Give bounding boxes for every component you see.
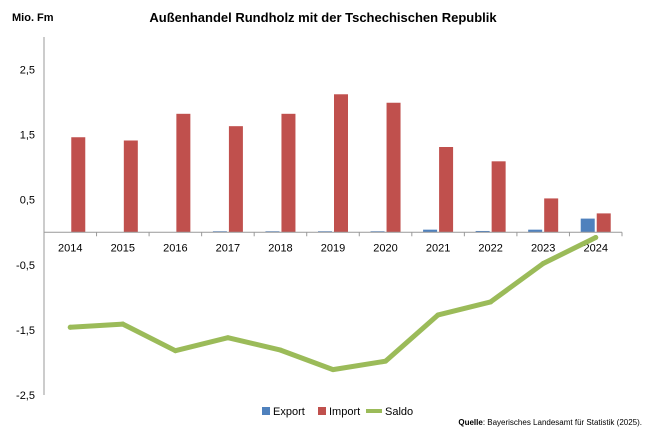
x-tick-label: 2016 bbox=[163, 242, 187, 254]
saldo-point-2023 bbox=[540, 261, 546, 267]
x-tick-label: 2023 bbox=[531, 242, 555, 254]
y-tick-label: -0,5 bbox=[16, 260, 35, 272]
saldo-point-2020 bbox=[383, 358, 389, 364]
legend-swatch-import bbox=[318, 407, 326, 415]
saldo-point-2016 bbox=[172, 348, 178, 354]
y-unit-label: Mio. Fm bbox=[12, 12, 54, 24]
x-tick-label: 2019 bbox=[321, 242, 345, 254]
y-tick-labels: 2,5 1,5 0,5 -0,5 -1,5 -2,5 bbox=[16, 65, 35, 402]
source-note: Quelle: Bayerisches Landesamt für Statis… bbox=[458, 418, 642, 427]
x-tick-label: 2022 bbox=[478, 242, 502, 254]
bar-import-2022 bbox=[491, 161, 506, 233]
source-text: : Bayerisches Landesamt für Statistik (2… bbox=[483, 418, 642, 427]
saldo-series bbox=[67, 234, 599, 373]
saldo-point-2015 bbox=[120, 321, 126, 327]
bar-import-2017 bbox=[228, 126, 243, 233]
saldo-point-2014 bbox=[67, 324, 73, 330]
bars bbox=[71, 94, 611, 233]
bar-import-2020 bbox=[386, 102, 401, 233]
saldo-point-2019 bbox=[330, 367, 336, 373]
bar-import-2019 bbox=[334, 94, 348, 233]
bar-import-2016 bbox=[176, 113, 191, 233]
x-tick-label: 2015 bbox=[111, 242, 135, 254]
x-tick-label: 2014 bbox=[58, 242, 82, 254]
bar-export-2021 bbox=[423, 229, 438, 233]
bar-export-2024 bbox=[580, 218, 595, 233]
y-tick-label: 2,5 bbox=[20, 65, 35, 77]
bar-import-2024 bbox=[596, 213, 611, 233]
bar-import-2014 bbox=[71, 137, 86, 233]
legend: Export Import Saldo bbox=[262, 406, 413, 418]
y-tick-label: -2,5 bbox=[16, 390, 35, 402]
saldo-line bbox=[67, 235, 599, 373]
bar-export-2022 bbox=[475, 230, 490, 233]
x-tick-label: 2018 bbox=[268, 242, 292, 254]
legend-label-import: Import bbox=[329, 406, 360, 418]
saldo-point-2024 bbox=[593, 234, 599, 240]
bar-export-2023 bbox=[528, 229, 543, 233]
y-tick-label: -1,5 bbox=[16, 325, 35, 337]
bar-import-2021 bbox=[439, 147, 454, 233]
legend-label-export: Export bbox=[273, 406, 305, 418]
source-label: Quelle bbox=[458, 418, 483, 427]
x-tick-label: 2024 bbox=[583, 242, 607, 254]
legend-label-saldo: Saldo bbox=[385, 406, 413, 418]
y-tick-label: 1,5 bbox=[20, 130, 35, 142]
x-tick-labels: 2014 2015 2016 2017 2018 2019 2020 2021 2022 2023… bbox=[58, 242, 608, 254]
saldo-point-2018 bbox=[277, 347, 283, 353]
y-tick-label: 0,5 bbox=[20, 195, 35, 207]
x-tick-label: 2020 bbox=[373, 242, 397, 254]
bar-import-2018 bbox=[281, 113, 296, 233]
chart-title: Außenhandel Rundholz mit der Tschechisch… bbox=[149, 10, 497, 25]
bar-import-2015 bbox=[123, 140, 138, 233]
bar-import-2023 bbox=[544, 198, 559, 233]
legend-swatch-export bbox=[262, 407, 270, 415]
x-tick-label: 2017 bbox=[216, 242, 240, 254]
saldo-point-2017 bbox=[225, 335, 231, 341]
x-tick-label: 2021 bbox=[426, 242, 450, 254]
x-tick-marks bbox=[43, 232, 623, 237]
saldo-point-2022 bbox=[488, 299, 494, 305]
saldo-point-2021 bbox=[435, 312, 441, 318]
